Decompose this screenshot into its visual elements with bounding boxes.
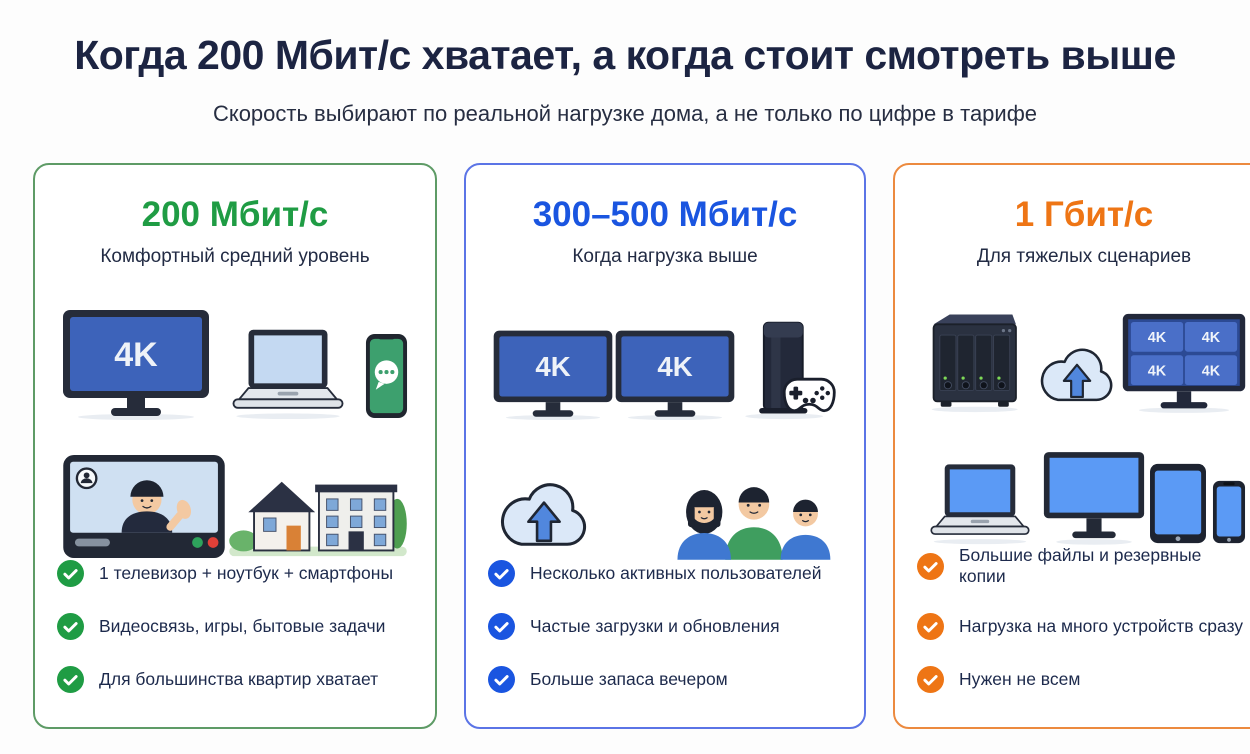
bullet-item: Нужен не всем [917,666,1250,693]
bullet-text: Нагрузка на много устройств сразу [959,616,1244,636]
tv-4k-icon: 4K [615,330,735,420]
card-200mbit-speed: 200 Мбит/с [141,195,329,234]
check-icon [57,613,84,640]
tv-4k-label: 4K [657,351,692,382]
card-200mbit-illustrations-top: 4K [55,298,415,420]
check-icon [488,613,515,640]
tablet-icon [1150,463,1207,544]
bullet-item: Несколько активных пользователей [488,560,842,587]
bullet-text: Большие файлы и резервные копии [959,545,1202,586]
page-subtitle: Скорость выбирают по реальной нагрузке д… [212,101,1038,126]
card-1gbit: 1 Гбит/с Для тяжелых сценариев [893,163,1250,729]
card-300-500mbit-illustrations-top: 4K 4K [486,298,844,420]
bullet-item: Видеосвязь, игры, бытовые задачи [57,613,413,640]
bullet-text: 1 телевизор + ноутбук + смартфоны [99,563,394,583]
card-1gbit-illustrations-top: 4K 4K 4K 4K [915,298,1250,413]
tv-4k-label: 4K [1202,363,1221,379]
check-icon [57,666,84,693]
bullet-item: Нагрузка на много устройств сразу [917,613,1250,640]
cloud-upload-icon [1040,348,1113,401]
tv-4k-label: 4K [114,336,158,374]
check-icon [917,552,944,580]
tv-4k-icon: 4K [63,310,209,420]
bullet-text: Несколько активных пользователей [530,563,822,583]
monitor-icon [1043,452,1144,545]
card-1gbit-speed: 1 Гбит/с [1014,195,1154,234]
check-icon [57,560,84,587]
bullet-item: Больше запаса вечером [488,666,842,693]
game-console-icon [745,321,836,420]
laptop-icon [232,329,343,420]
family-users-icon [677,487,831,560]
video-call-icon [63,454,225,559]
card-300-500mbit-tagline: Когда нагрузка выше [572,246,758,267]
tv-4k-label: 4K [1202,330,1221,346]
apartment-house-icon [229,481,407,557]
smartphone-chat-icon [365,333,408,419]
card-1gbit-tagline: Для тяжелых сценариев [976,246,1192,267]
bullet-item: Большие файлы и резервные копии [917,545,1250,587]
tv-4k-label: 4K [535,351,570,382]
card-200mbit-illustrations-bottom [55,438,415,560]
check-icon [917,613,944,640]
tv-4k-icon: 4K [493,330,613,420]
card-200mbit-bullets: 1 телевизор + ноутбук + смартфоны Видеос… [55,560,415,697]
bullet-text: Больше запаса вечером [530,669,728,689]
bullet-text: Нужен не всем [959,669,1081,689]
tv-4k-label: 4K [1148,363,1167,379]
card-300-500mbit-illustrations-bottom [486,438,844,560]
bullet-text: Для большинства квартир хватает [99,669,379,689]
cloud-upload-icon [501,483,587,546]
nas-server-icon [931,313,1018,412]
check-icon [917,666,944,693]
check-icon [488,560,515,587]
bullet-item: 1 телевизор + ноутбук + смартфоны [57,560,413,587]
card-300-500mbit-speed: 300–500 Мбит/с [532,195,798,234]
card-1gbit-bullets: Большие файлы и резервные копии Нагрузка… [915,545,1250,697]
card-300-500mbit-bullets: Несколько активных пользователей Частые … [486,560,844,697]
bullet-item: Частые загрузки и обновления [488,613,842,640]
quad-4k-monitor-icon: 4K 4K 4K 4K [1122,313,1246,413]
check-icon [488,666,515,693]
tv-4k-label: 4K [1148,330,1167,346]
card-1gbit-illustrations-bottom [915,431,1250,546]
bullet-item: Для большинства квартир хватает [57,666,413,693]
bullet-text: Видеосвязь, игры, бытовые задачи [99,616,386,636]
speed-cards: 200 Мбит/с Комфортный средний уровень 4K [0,163,1250,729]
card-200mbit: 200 Мбит/с Комфортный средний уровень 4K [33,163,437,729]
card-200mbit-tagline: Комфортный средний уровень [100,246,370,267]
card-300-500mbit: 300–500 Мбит/с Когда нагрузка выше 4K 4K [464,163,866,729]
page-title: Когда 200 Мбит/с хватает, а когда стоит … [74,32,1176,78]
smartphone-icon [1212,480,1245,544]
laptop-icon [930,464,1030,545]
bullet-text: Частые загрузки и обновления [530,616,780,636]
